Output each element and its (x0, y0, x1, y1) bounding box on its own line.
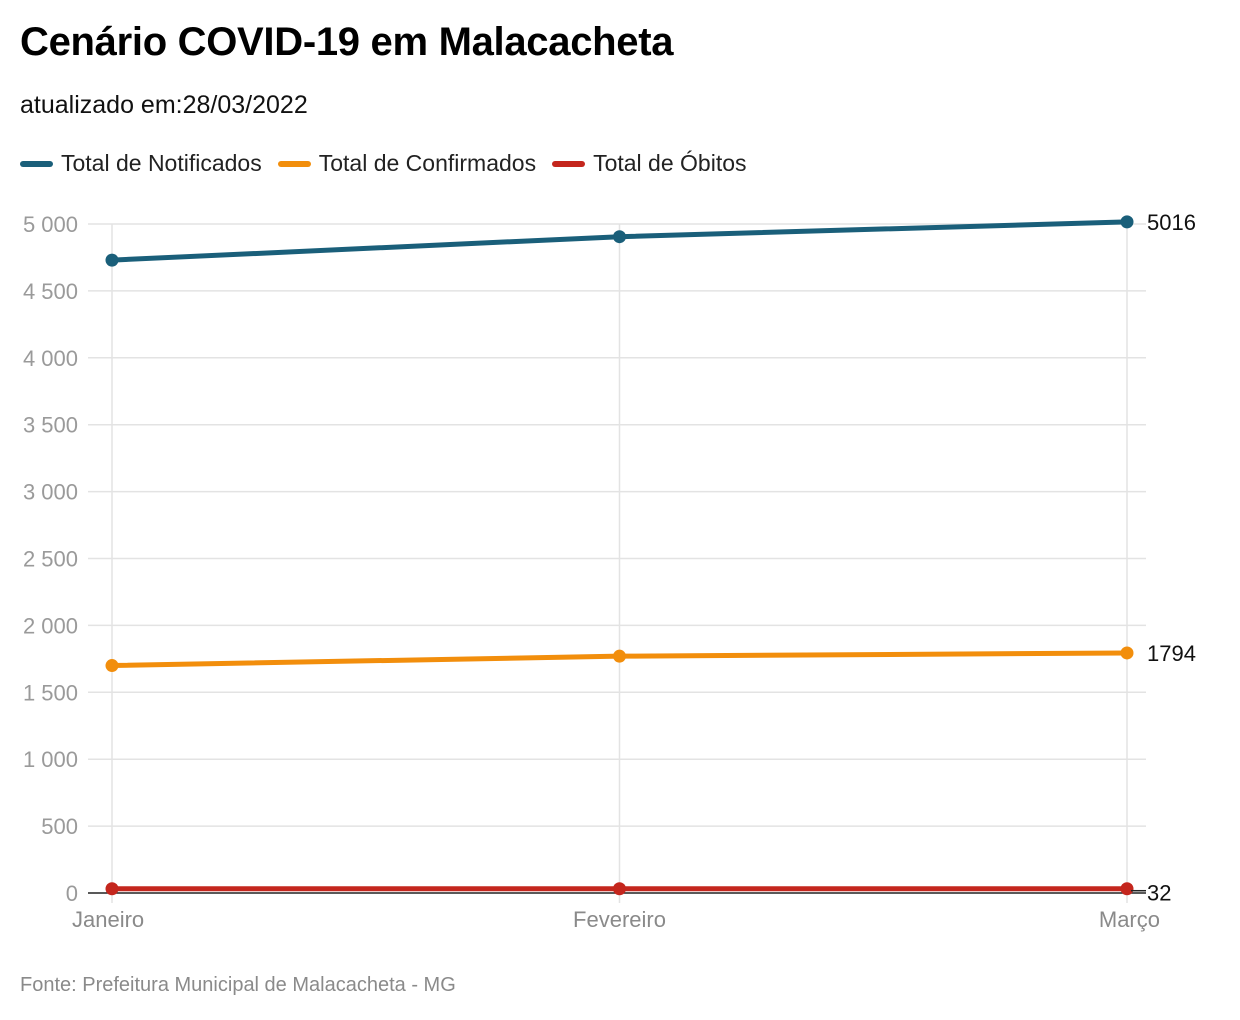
y-tick-label: 0 (66, 881, 78, 906)
data-point (1120, 882, 1134, 896)
y-tick-label: 4 500 (23, 279, 78, 304)
end-value-label: 32 (1147, 881, 1171, 906)
y-tick-label: 3 500 (23, 413, 78, 438)
legend-swatch-notificados (20, 160, 53, 167)
end-value-label: 5016 (1147, 210, 1196, 235)
legend-swatch-confirmados (277, 160, 311, 167)
data-point (613, 230, 626, 244)
data-point (613, 649, 626, 663)
end-value-label: 1794 (1147, 641, 1196, 666)
source-note: Fonte: Prefeitura Municipal de Malacache… (20, 974, 456, 996)
data-point (105, 659, 119, 673)
y-tick-label: 4 000 (23, 346, 78, 371)
y-tick-label: 2 000 (23, 613, 78, 638)
chart-title: Cenário COVID-19 em Malacacheta (20, 20, 674, 64)
legend-item-notificados: Total de Notificados (20, 150, 262, 177)
legend-label-obitos: Total de Óbitos (593, 150, 747, 176)
legend-label-notificados: Total de Notificados (61, 150, 262, 176)
y-tick-label: 1 000 (23, 747, 78, 772)
y-tick-label: 5 000 (23, 212, 78, 237)
y-tick-label: 2 500 (23, 547, 78, 572)
legend: Total de Notificados Total de Confirmado… (20, 150, 763, 177)
data-point (1120, 215, 1134, 229)
y-tick-label: 1 500 (23, 680, 78, 705)
x-tick-label: Fevereiro (573, 907, 666, 932)
legend-label-confirmados: Total de Confirmados (318, 150, 537, 176)
data-point (105, 253, 119, 267)
x-tick-label: Março (1099, 907, 1160, 932)
chart-subtitle: atualizado em:28/03/2022 (20, 91, 308, 119)
data-point (1120, 646, 1134, 660)
y-tick-label: 500 (41, 814, 78, 839)
legend-item-confirmados: Total de Confirmados (277, 150, 537, 177)
data-point (613, 882, 626, 896)
legend-swatch-obitos (552, 160, 586, 167)
legend-item-obitos: Total de Óbitos (552, 150, 747, 177)
x-tick-label: Janeiro (72, 907, 144, 932)
data-point (105, 882, 119, 896)
y-tick-label: 3 000 (23, 480, 78, 505)
